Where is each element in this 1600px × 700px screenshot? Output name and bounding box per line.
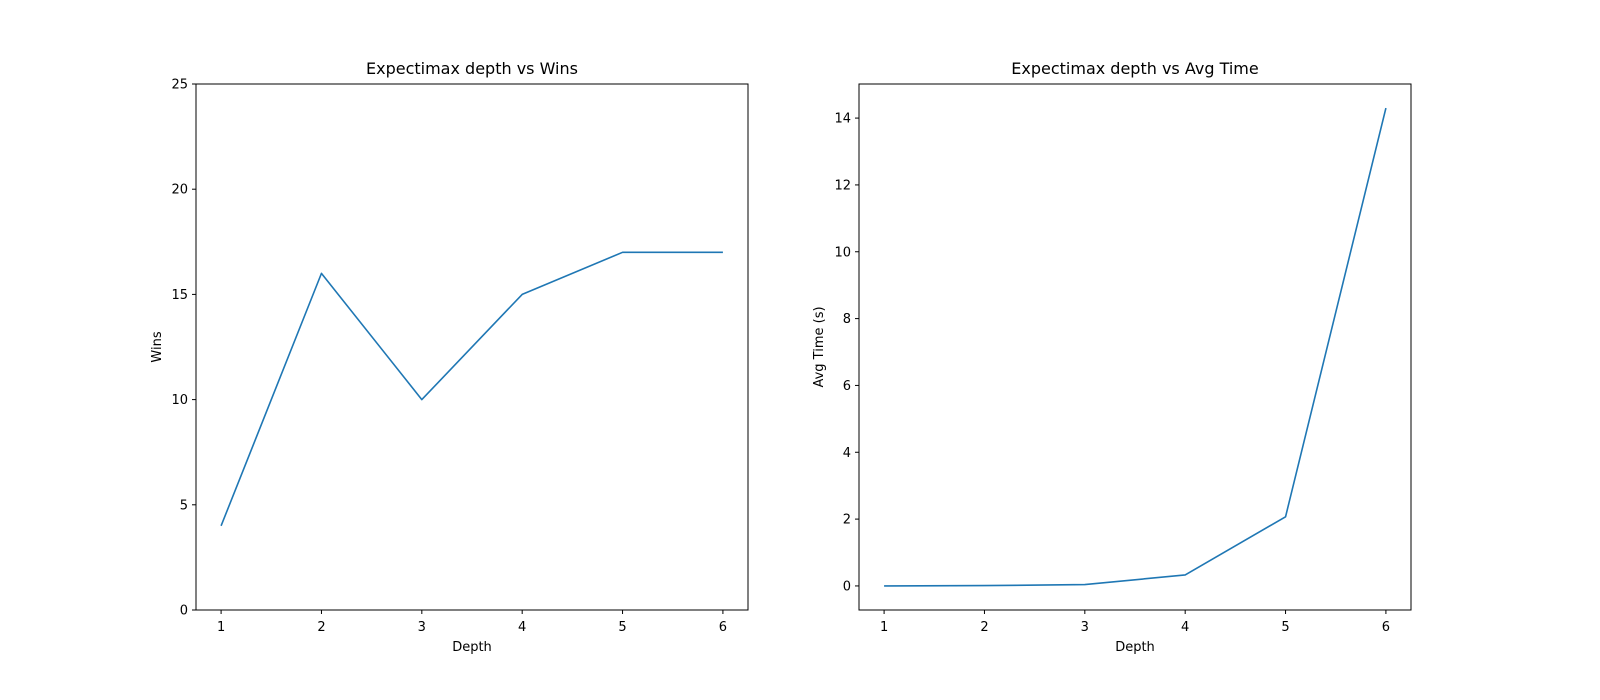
wins-chart-ylabel: Wins — [150, 331, 165, 362]
avg-time-chart: Expectimax depth vs Avg Time Depth Avg T… — [812, 59, 1412, 655]
wins-chart-plot-frame — [195, 83, 749, 611]
avg-time-xtick-label: 2 — [980, 620, 988, 635]
avg-time-ytick-label: 10 — [834, 245, 851, 260]
avg-time-ytick-label: 4 — [843, 446, 851, 461]
wins-chart: Expectimax depth vs Wins Depth Wins 1 2 3 4… — [150, 59, 749, 655]
avg-time-chart-plot-frame — [858, 83, 1412, 611]
avg-time-chart-xlabel: Depth — [1115, 640, 1155, 655]
avg-time-xtick-label: 1 — [880, 620, 888, 635]
wins-ytick-label: 10 — [171, 393, 188, 408]
avg-time-ytick-label: 12 — [834, 178, 851, 193]
avg-time-xtick-label: 4 — [1181, 620, 1189, 635]
avg-time-ytick-label: 14 — [834, 112, 851, 127]
wins-xtick-label: 5 — [618, 620, 626, 635]
avg-time-xtick-label: 5 — [1281, 620, 1289, 635]
wins-ytick-label: 20 — [171, 183, 188, 198]
wins-series-line — [220, 251, 723, 527]
avg-time-xtick-label: 3 — [1081, 620, 1089, 635]
wins-chart-xlabel: Depth — [452, 640, 492, 655]
avg-time-ytick-label: 0 — [843, 579, 851, 594]
avg-time-chart-ylabel: Avg Time (s) — [812, 306, 827, 387]
avg-time-chart-title: Expectimax depth vs Avg Time — [1011, 59, 1258, 78]
avg-time-ytick-label: 2 — [843, 513, 851, 528]
wins-xtick-label: 6 — [719, 620, 727, 635]
wins-ytick-label: 0 — [180, 604, 188, 619]
wins-ytick-label: 15 — [171, 288, 188, 303]
avg-time-ytick-label: 6 — [843, 379, 851, 394]
wins-ytick-label: 5 — [180, 498, 188, 513]
wins-xtick-label: 2 — [317, 620, 325, 635]
wins-chart-ticks: 1 2 3 4 5 6 0 5 10 15 20 25 — [171, 78, 727, 636]
wins-xtick-label: 3 — [418, 620, 426, 635]
wins-ytick-label: 25 — [171, 78, 188, 93]
avg-time-ytick-label: 8 — [843, 312, 851, 327]
wins-chart-title: Expectimax depth vs Wins — [366, 59, 578, 78]
wins-xtick-label: 1 — [217, 620, 225, 635]
avg-time-series-line — [884, 107, 1387, 587]
wins-xtick-label: 4 — [518, 620, 526, 635]
avg-time-xtick-label: 6 — [1382, 620, 1390, 635]
